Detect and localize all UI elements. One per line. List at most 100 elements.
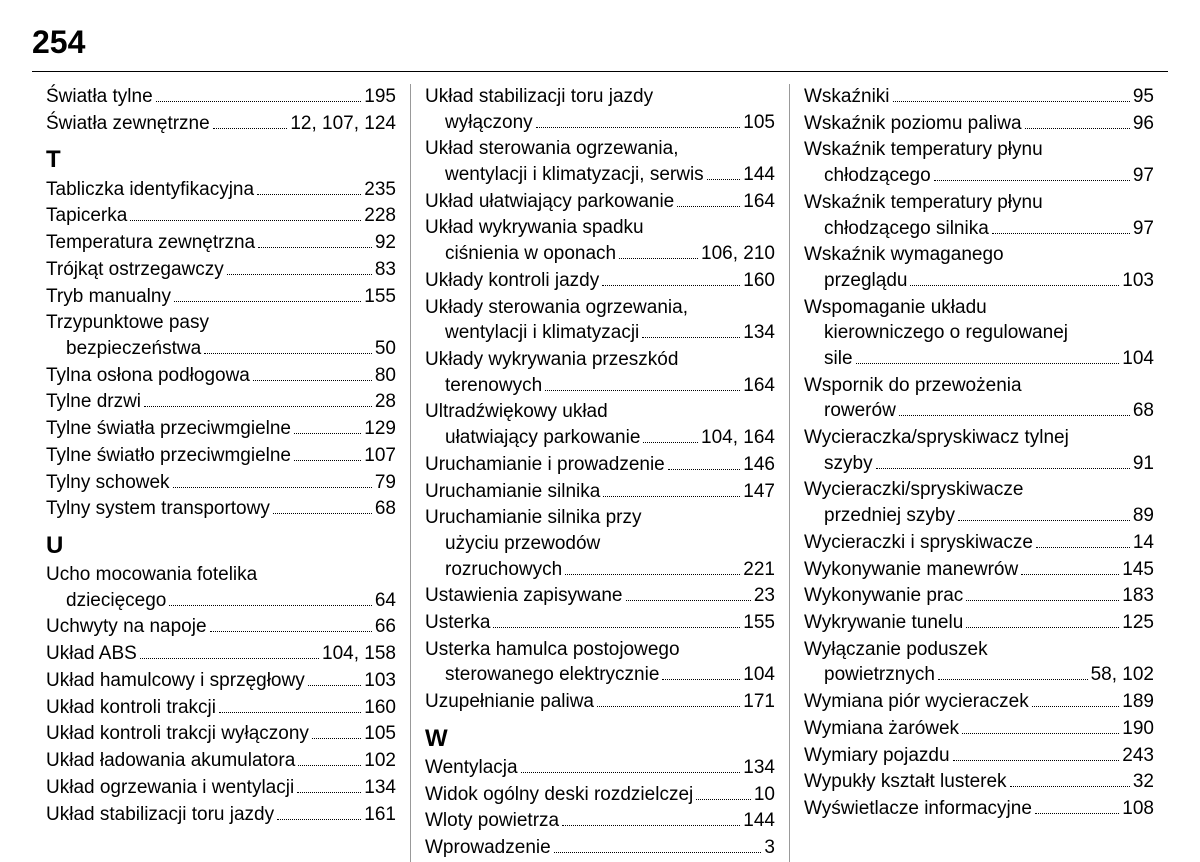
index-entry-page: 183 (1122, 583, 1154, 609)
index-entry-line: Wskaźnik temperatury płynu (804, 190, 1154, 216)
leader-dots (554, 835, 762, 853)
index-entry-line: Układ wykrywania spadku (425, 215, 775, 241)
index-entry-label: wentylacji i klimatyzacji (445, 320, 639, 346)
index-entry-line: Układ kontroli trakcji160 (46, 695, 396, 721)
index-entry-page: 155 (743, 610, 775, 636)
index-entry: Temperatura zewnętrzna92 (46, 230, 396, 256)
index-entry: Wentylacja134 (425, 755, 775, 781)
index-entry-label: Ucho mocowania fotelika (46, 562, 257, 588)
index-entry-line: Tylne światła przeciwmgielne 129 (46, 416, 396, 442)
index-entry-page: 144 (743, 162, 775, 188)
index-entry-page: 160 (364, 695, 396, 721)
index-entry-line: Uruchamianie i prowadzenie146 (425, 452, 775, 478)
index-entry-label: wyłączony (445, 110, 533, 136)
index-entry-line: Układy kontroli jazdy160 (425, 268, 775, 294)
index-entry-page: 79 (375, 470, 396, 496)
index-entry-line: Temperatura zewnętrzna92 (46, 230, 396, 256)
index-entry-page: 243 (1122, 743, 1154, 769)
index-entry-page: 97 (1133, 216, 1154, 242)
index-entry-page: 160 (743, 268, 775, 294)
index-entry-page: 66 (375, 614, 396, 640)
index-entry-line: powietrznych58, 102 (804, 662, 1154, 688)
index-entry-page: 103 (1122, 268, 1154, 294)
index-entry: Układ ładowania akumulatora102 (46, 748, 396, 774)
leader-dots (297, 775, 361, 793)
section-letter: W (425, 725, 775, 753)
index-entry: Tylny system transportowy68 (46, 496, 396, 522)
leader-dots (227, 257, 372, 275)
index-entry-line: bezpieczeństwa50 (46, 336, 396, 362)
index-entry-label: Układ ładowania akumulatora (46, 748, 295, 774)
leader-dots (899, 398, 1130, 416)
index-entry-label: Tryb manualny (46, 284, 171, 310)
leader-dots (626, 583, 751, 601)
index-entry-page: 129 (364, 416, 396, 442)
index-entry: Ucho mocowania fotelikadziecięcego64 (46, 562, 396, 613)
index-entry: Układy sterowania ogrzewania,wentylacji … (425, 295, 775, 346)
index-entry-page: 164 (743, 373, 775, 399)
index-columns: Światła tylne195Światła zewnętrzne12, 10… (32, 84, 1168, 862)
index-entry-line: sile104 (804, 346, 1154, 372)
index-entry: Usterka hamulca postojowegosterowanego e… (425, 637, 775, 688)
index-entry-line: Wycieraczka/spryskiwacz tylnej (804, 425, 1154, 451)
index-entry-label: ciśnienia w oponach (445, 241, 616, 267)
index-entry: Uruchamianie silnika przyużyciu przewodó… (425, 505, 775, 582)
leader-dots (856, 346, 1120, 364)
index-entry-line: Wskaźnik temperatury płynu (804, 137, 1154, 163)
index-entry-label: użyciu przewodów (445, 531, 600, 557)
leader-dots (668, 452, 741, 470)
index-entry-page: 108 (1122, 796, 1154, 822)
leader-dots (253, 363, 372, 381)
index-entry-label: rozruchowych (445, 557, 562, 583)
index-entry-line: chłodzącego97 (804, 163, 1154, 189)
leader-dots (962, 716, 1119, 734)
leader-dots (893, 84, 1130, 102)
index-entry-label: Tylne światła przeciwmgielne (46, 416, 291, 442)
index-entry-line: użyciu przewodów (425, 531, 775, 557)
index-entry: Wycieraczki i spryskiwacze14 (804, 530, 1154, 556)
index-entry: Tylne drzwi28 (46, 389, 396, 415)
index-entry-line: Wentylacja134 (425, 755, 775, 781)
index-entry-line: Tapicerka228 (46, 203, 396, 229)
leader-dots (144, 389, 372, 407)
index-entry: Wskaźniki95 (804, 84, 1154, 110)
index-entry-line: sterowanego elektrycznie104 (425, 662, 775, 688)
leader-dots (493, 610, 740, 628)
index-entry-label: Układ hamulcowy i sprzęgłowy (46, 668, 305, 694)
index-entry-label: Wypukły kształt lusterek (804, 769, 1007, 795)
leader-dots (958, 503, 1130, 521)
index-entry-line: Usterka hamulca postojowego (425, 637, 775, 663)
index-entry-line: Ultradźwiękowy układ (425, 399, 775, 425)
index-entry-label: Tylne drzwi (46, 389, 141, 415)
index-entry: Wskaźnik wymaganegoprzeglądu103 (804, 242, 1154, 293)
leader-dots (1021, 556, 1119, 574)
index-entry-label: Wloty powietrza (425, 808, 559, 834)
index-entry-line: ciśnienia w oponach106, 210 (425, 241, 775, 267)
leader-dots (140, 641, 319, 659)
index-entry: Tylne światło przeciwmgielne107 (46, 443, 396, 469)
index-entry-label: Układ wykrywania spadku (425, 215, 644, 241)
leader-dots (258, 230, 372, 248)
index-entry-label: Uruchamianie i prowadzenie (425, 452, 665, 478)
index-entry-line: Układ stabilizacji toru jazdy (425, 84, 775, 110)
leader-dots (696, 782, 751, 800)
leader-dots (521, 755, 741, 773)
leader-dots (953, 743, 1120, 761)
index-entry: Wspomaganie układukierowniczego o regulo… (804, 295, 1154, 372)
section-letter: T (46, 146, 396, 174)
index-entry-label: Wprowadzenie (425, 835, 551, 861)
index-entry-line: Tabliczka identyfikacyjna235 (46, 176, 396, 202)
leader-dots (156, 84, 362, 102)
index-entry-label: Widok ogólny deski rozdzielczej (425, 782, 693, 808)
index-entry-page: 189 (1122, 689, 1154, 715)
leader-dots (173, 469, 372, 487)
index-entry: Układy kontroli jazdy160 (425, 268, 775, 294)
index-entry-label: Wykrywanie tunelu (804, 610, 963, 636)
index-entry-line: terenowych164 (425, 373, 775, 399)
index-entry-label: Wyświetlacze informacyjne (804, 796, 1032, 822)
index-entry-line: Trzypunktowe pasy (46, 310, 396, 336)
index-entry-label: Temperatura zewnętrzna (46, 230, 255, 256)
index-entry: Uruchamianie i prowadzenie146 (425, 452, 775, 478)
leader-dots (707, 162, 741, 180)
index-entry-label: Wycieraczka/spryskiwacz tylnej (804, 425, 1069, 451)
